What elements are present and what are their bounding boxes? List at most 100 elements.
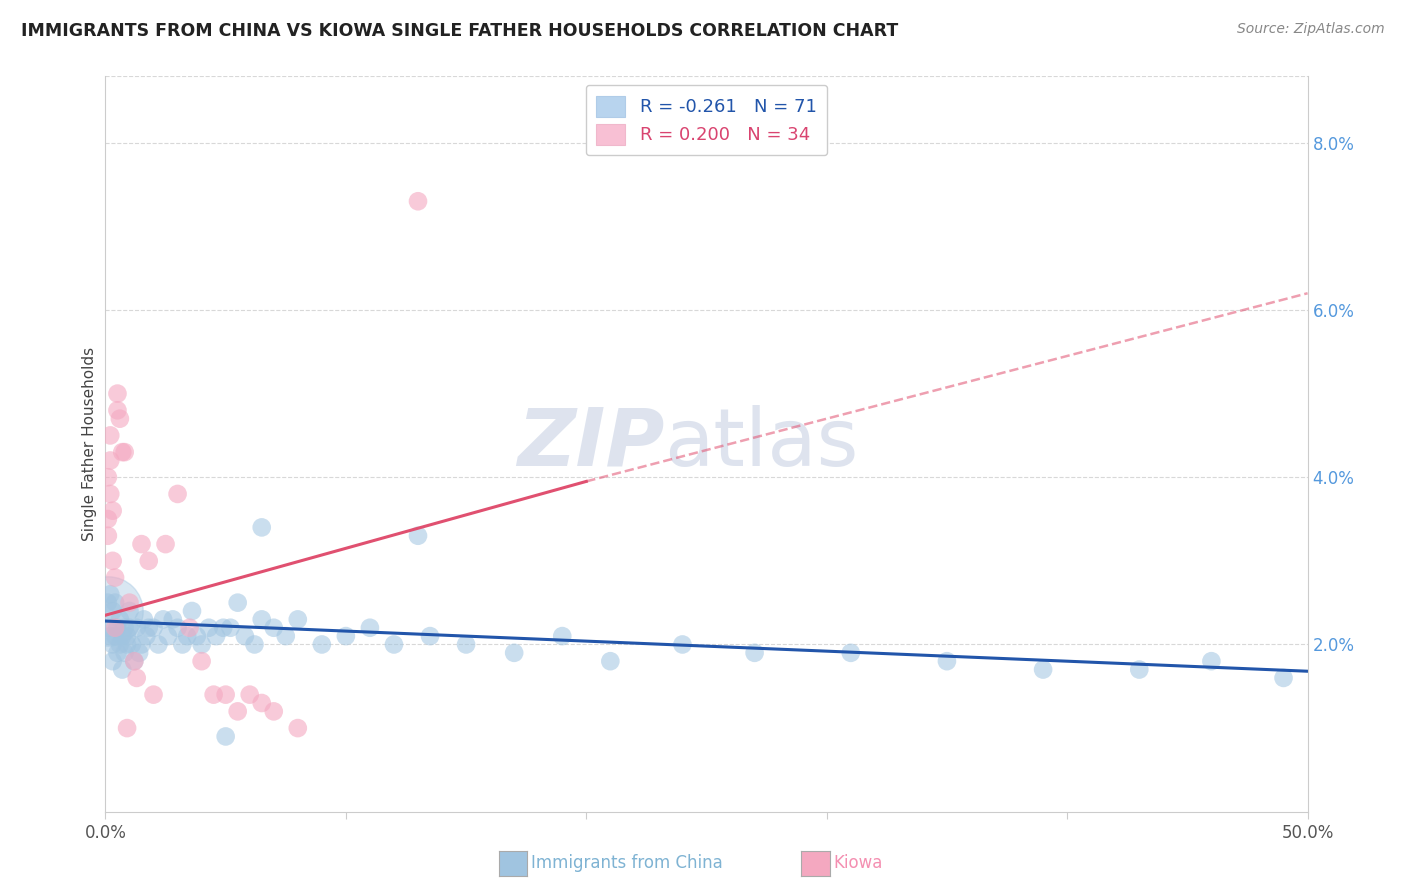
Point <box>101 554 124 568</box>
Point <box>111 445 134 459</box>
Point <box>118 596 141 610</box>
Point <box>744 646 766 660</box>
Point <box>190 654 212 668</box>
Point <box>551 629 574 643</box>
Point <box>243 637 266 651</box>
Point <box>263 621 285 635</box>
Point <box>936 654 959 668</box>
Point <box>131 637 153 651</box>
Point <box>152 612 174 626</box>
Point <box>1272 671 1295 685</box>
Point <box>104 629 127 643</box>
Point <box>166 487 188 501</box>
Point <box>111 629 134 643</box>
Point <box>179 621 201 635</box>
Point <box>359 621 381 635</box>
Point <box>114 621 136 635</box>
Point <box>104 571 127 585</box>
Point <box>1032 663 1054 677</box>
Point <box>186 629 208 643</box>
Point <box>176 629 198 643</box>
Point <box>107 646 129 660</box>
Point <box>335 629 357 643</box>
Point <box>124 654 146 668</box>
Point <box>239 688 262 702</box>
Point <box>107 621 129 635</box>
Point <box>226 596 249 610</box>
Point <box>233 629 256 643</box>
Point <box>135 629 157 643</box>
Point <box>406 529 429 543</box>
Point <box>118 604 141 618</box>
Point <box>97 512 120 526</box>
Point <box>454 637 477 651</box>
Point <box>250 696 273 710</box>
Point <box>101 503 124 517</box>
Point <box>190 637 212 651</box>
Point <box>287 721 309 735</box>
Point <box>202 688 225 702</box>
Point <box>108 612 131 626</box>
Point <box>419 629 441 643</box>
Point <box>101 604 124 618</box>
Point <box>97 529 120 543</box>
Point <box>162 612 184 626</box>
Point <box>599 654 621 668</box>
Point <box>101 637 124 651</box>
Point <box>155 537 177 551</box>
Point <box>172 637 194 651</box>
Text: Immigrants from China: Immigrants from China <box>531 855 723 872</box>
Point <box>132 612 155 626</box>
Point <box>219 621 242 635</box>
Point <box>111 663 134 677</box>
Point <box>98 629 121 643</box>
Text: atlas: atlas <box>665 405 859 483</box>
Point <box>212 621 235 635</box>
Point <box>250 612 273 626</box>
Point <box>166 621 188 635</box>
Text: Source: ZipAtlas.com: Source: ZipAtlas.com <box>1237 22 1385 37</box>
Text: IMMIGRANTS FROM CHINA VS KIOWA SINGLE FATHER HOUSEHOLDS CORRELATION CHART: IMMIGRANTS FROM CHINA VS KIOWA SINGLE FA… <box>21 22 898 40</box>
Point <box>108 411 131 425</box>
Point <box>274 629 297 643</box>
Point <box>131 537 153 551</box>
Point <box>97 621 120 635</box>
Point <box>104 596 127 610</box>
Point <box>250 520 273 534</box>
Y-axis label: Single Father Households: Single Father Households <box>82 347 97 541</box>
Point <box>226 705 249 719</box>
Point <box>115 637 138 651</box>
Text: Kiowa: Kiowa <box>834 855 883 872</box>
Point <box>114 445 136 459</box>
Point <box>101 654 124 668</box>
Point <box>138 621 160 635</box>
Point <box>263 705 285 719</box>
Point <box>214 730 236 744</box>
Point <box>97 604 120 618</box>
Point <box>1128 663 1150 677</box>
Point <box>198 621 221 635</box>
Point <box>311 637 333 651</box>
Point <box>115 629 138 643</box>
Point <box>406 194 429 209</box>
Text: ZIP: ZIP <box>517 405 665 483</box>
Point <box>142 621 165 635</box>
Point <box>128 646 150 660</box>
Point <box>148 637 170 651</box>
Legend: R = -0.261   N = 71, R = 0.200   N = 34: R = -0.261 N = 71, R = 0.200 N = 34 <box>585 85 828 155</box>
Point <box>839 646 862 660</box>
Point <box>107 386 129 401</box>
Point <box>98 428 121 442</box>
Point <box>142 688 165 702</box>
Point <box>115 721 138 735</box>
Point <box>205 629 228 643</box>
Point <box>671 637 693 651</box>
Point <box>138 554 160 568</box>
Point <box>121 637 143 651</box>
Point <box>156 629 179 643</box>
Point <box>98 453 121 467</box>
Point <box>503 646 526 660</box>
Point <box>97 596 120 610</box>
Point <box>214 688 236 702</box>
Point <box>98 587 121 601</box>
